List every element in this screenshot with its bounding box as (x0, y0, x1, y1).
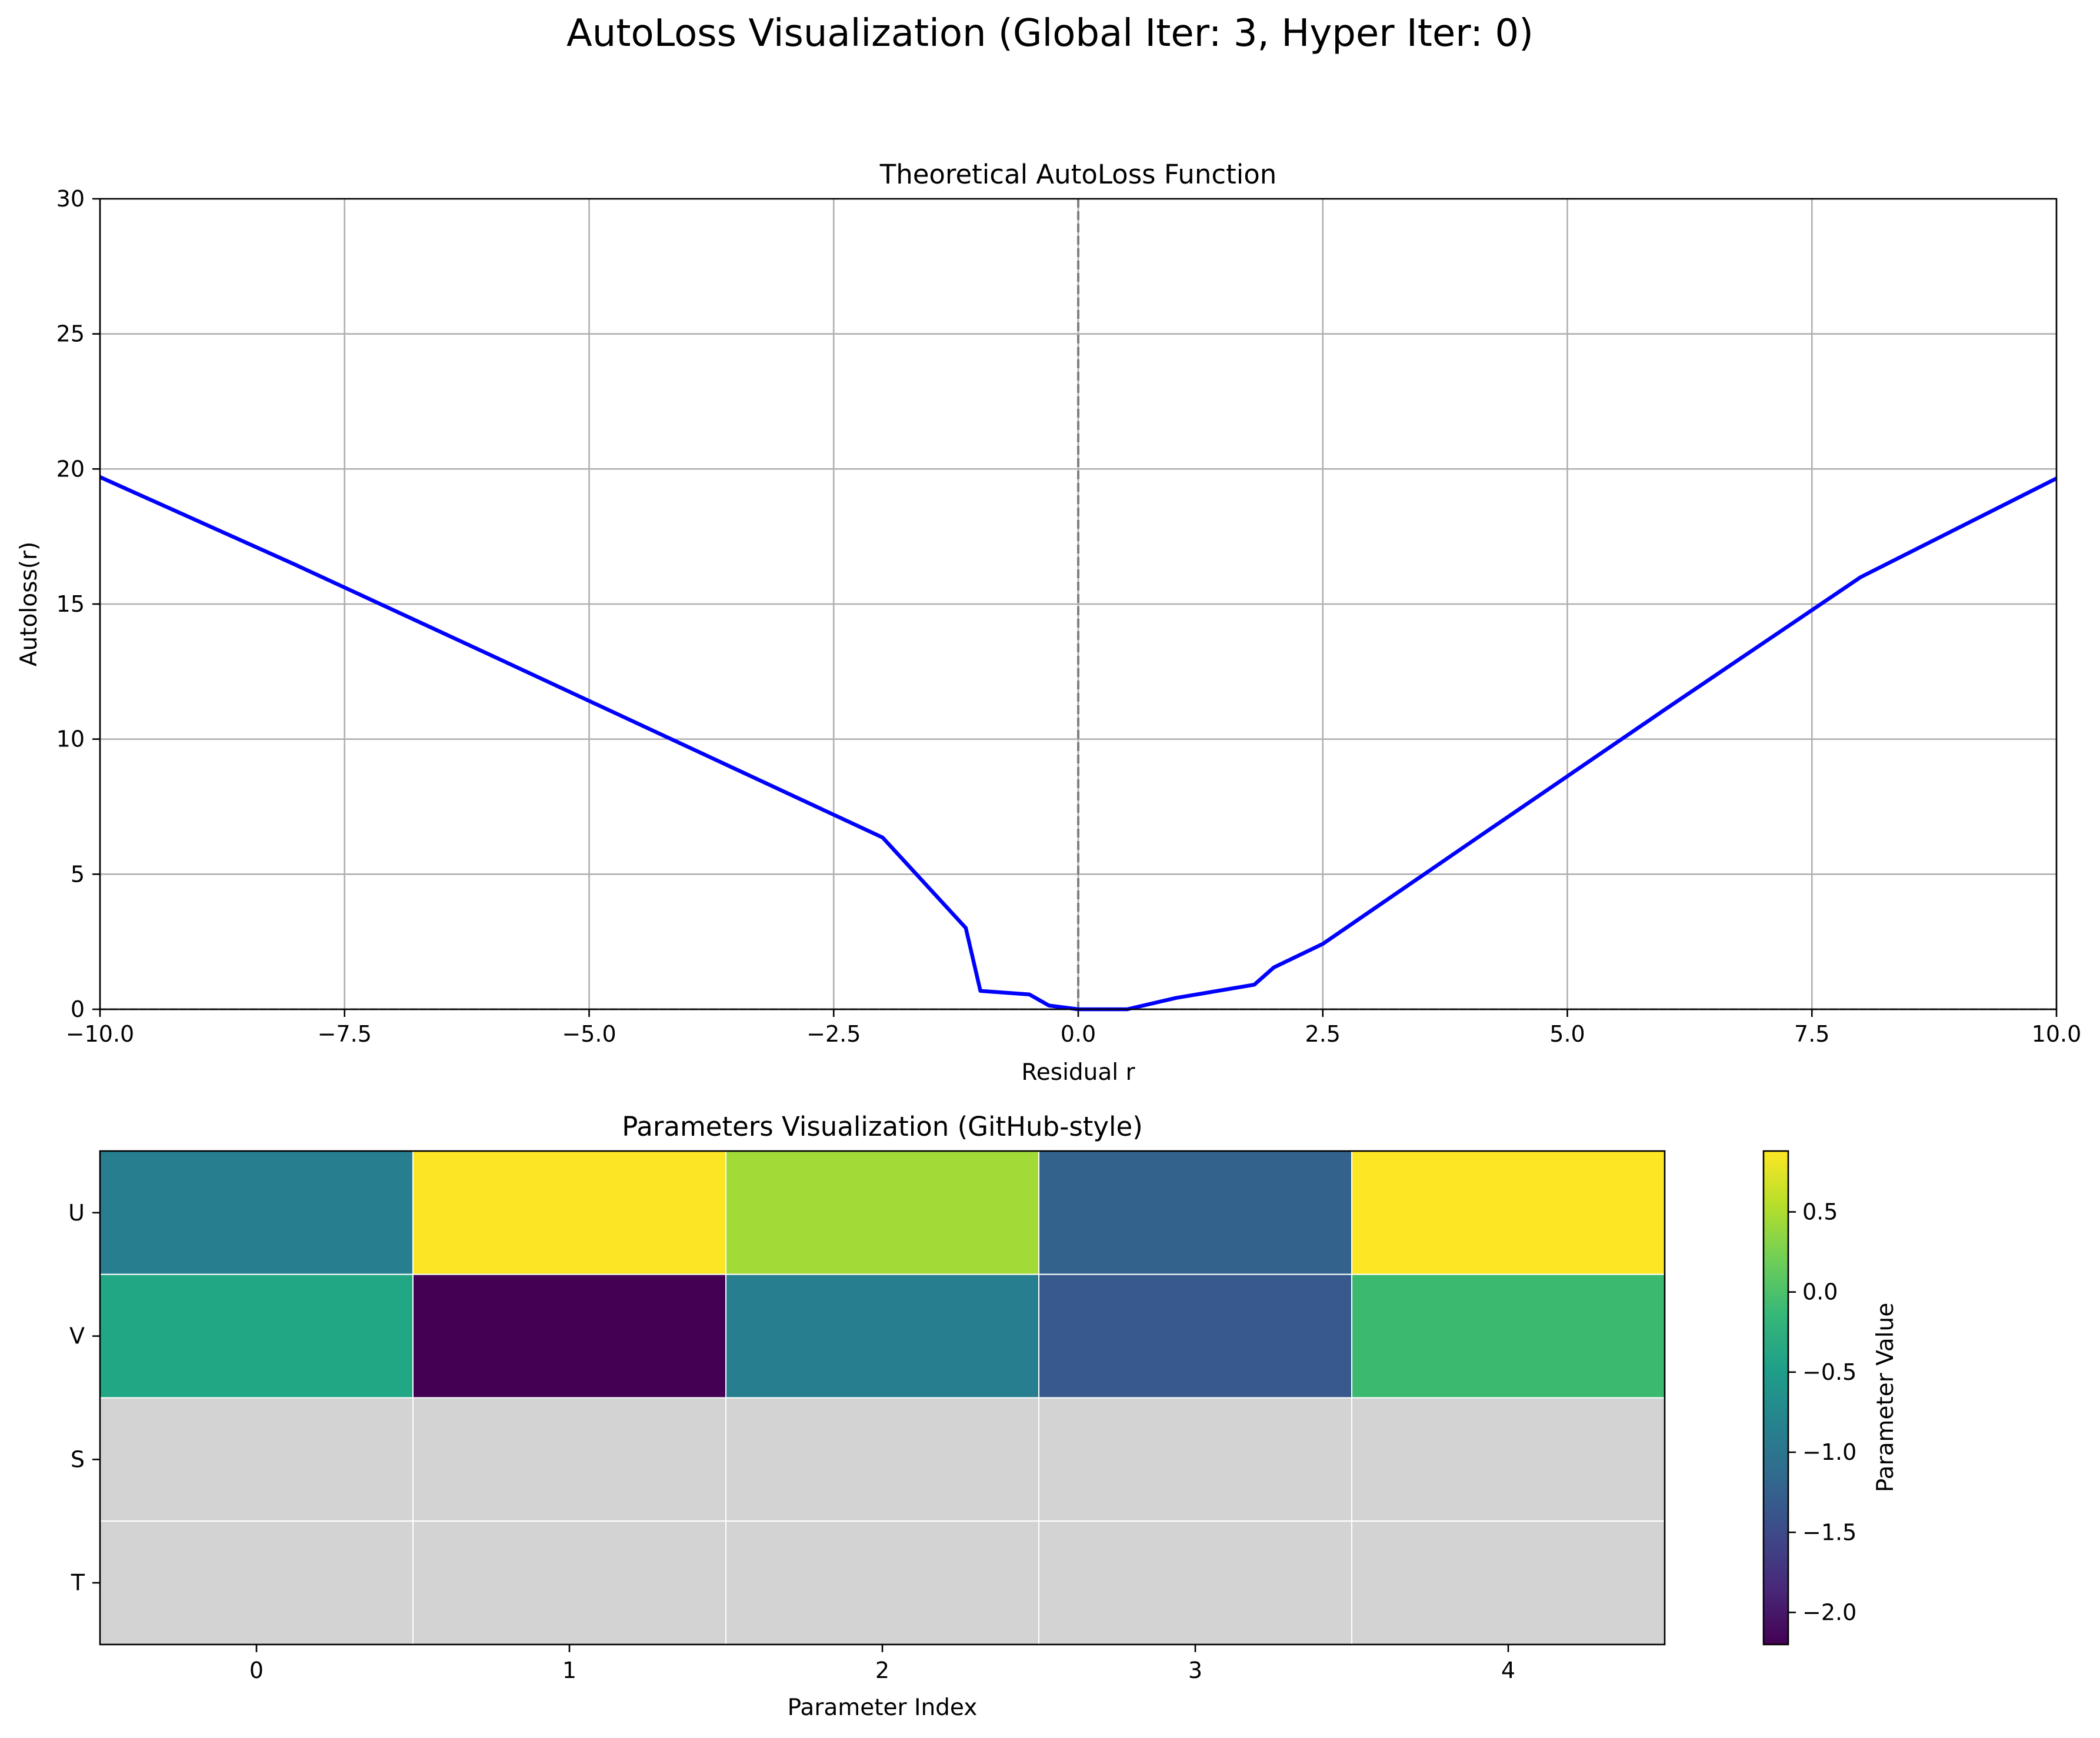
line-chart-x-tick-label: −10.0 (66, 1021, 134, 1047)
line-chart-x-tick-label: 5.0 (1549, 1021, 1585, 1047)
line-chart-x-tick-label: 2.5 (1305, 1021, 1341, 1047)
autoloss-line-chart: Theoretical AutoLoss Function −10.0 −7.5−… (16, 159, 2081, 1086)
line-chart-y-label: Autoloss(r) (16, 542, 42, 666)
heatmap-title: Parameters Visualization (GitHub-style) (622, 1111, 1143, 1142)
heatmap-x-label: Parameter Index (788, 1694, 978, 1721)
heatmap-y-tick-label: S (71, 1446, 85, 1472)
heatmap-cell-T-0 (99, 1520, 414, 1645)
line-chart-x-tick-label: 10.0 (2032, 1021, 2082, 1047)
line-chart-x-label: Residual r (1021, 1059, 1135, 1086)
heatmap-x-tick-label: 4 (1501, 1657, 1515, 1683)
heatmap-cell-V-4 (1351, 1273, 1665, 1399)
colorbar-tick-label: −1.5 (1802, 1519, 1856, 1545)
heatmap-x-ticks: 0 1 2 3 4 (249, 1644, 1515, 1683)
heatmap-cell-T-1 (412, 1520, 726, 1645)
line-chart-y-tick-label: 30 (56, 186, 85, 212)
line-chart-y-tick-label: 25 (56, 321, 85, 347)
heatmap-x-tick-label: 3 (1188, 1657, 1202, 1683)
line-chart-x-tick-label: −2.5 (806, 1021, 861, 1047)
heatmap-colorbar: −2.0 −1.5 −1.0 −0.5 0.0 0.5 Parameter Value (1762, 1150, 1899, 1646)
line-chart-x-tick-label: 0.0 (1061, 1021, 1096, 1047)
heatmap-cell-U-4 (1351, 1150, 1665, 1275)
heatmap-cells (99, 1150, 1665, 1645)
colorbar-frame (1762, 1150, 1789, 1646)
heatmap-x-tick-label: 1 (562, 1657, 576, 1683)
heatmap-y-tick-label: V (69, 1323, 85, 1349)
heatmap-cell-U-0 (99, 1150, 414, 1275)
line-chart-y-tick-label: 15 (56, 591, 85, 617)
heatmap-y-tick-label: T (71, 1570, 85, 1596)
line-chart-x-ticks: −10.0 −7.5 −5.0 −2.5 0.0 2.5 5.0 7.5 10.0 (66, 1009, 2082, 1047)
heatmap-cell-U-1 (412, 1150, 726, 1275)
heatmap-cell-S-0 (99, 1397, 414, 1522)
line-chart-y-tick-label: 5 (71, 861, 85, 887)
colorbar-gradient (1764, 1151, 1788, 1644)
colorbar-tick-label: −0.5 (1802, 1359, 1856, 1385)
figure-suptitle: AutoLoss Visualization (Global Iter: 3, … (566, 12, 1534, 55)
heatmap-cell-S-3 (1038, 1397, 1352, 1522)
heatmap-cell-T-3 (1038, 1520, 1352, 1645)
parameters-heatmap: Parameters Visualization (GitHub-style) … (68, 1111, 1666, 1721)
heatmap-cell-S-1 (412, 1397, 726, 1522)
heatmap-cell-S-4 (1351, 1397, 1665, 1522)
heatmap-cell-T-4 (1351, 1520, 1665, 1645)
heatmap-cell-S-2 (725, 1397, 1039, 1522)
colorbar-ticks: −2.0 −1.5 −1.0 −0.5 0.0 0.5 (1788, 1199, 1856, 1626)
colorbar-tick-label: −1.0 (1802, 1439, 1856, 1465)
heatmap-cell-V-3 (1038, 1273, 1352, 1399)
heatmap-cell-T-2 (725, 1520, 1039, 1645)
line-chart-y-ticks: 0 5 10 15 20 25 30 (56, 186, 100, 1022)
line-chart-y-tick-label: 10 (56, 726, 85, 752)
heatmap-y-ticks: U V S T (68, 1200, 100, 1596)
heatmap-x-tick-label: 2 (875, 1657, 889, 1683)
heatmap-x-tick-label: 0 (249, 1657, 264, 1683)
line-chart-y-tick-label: 0 (71, 996, 85, 1022)
line-chart-x-tick-label: −7.5 (318, 1021, 372, 1047)
colorbar-tick-label: −2.0 (1802, 1600, 1856, 1626)
line-chart-title: Theoretical AutoLoss Function (879, 159, 1277, 190)
heatmap-cell-V-2 (725, 1273, 1039, 1399)
colorbar-label: Parameter Value (1872, 1303, 1899, 1492)
heatmap-cell-U-2 (725, 1150, 1039, 1275)
line-chart-x-tick-label: 7.5 (1794, 1021, 1829, 1047)
line-chart-x-tick-label: −5.0 (562, 1021, 616, 1047)
heatmap-cell-V-0 (99, 1273, 414, 1399)
heatmap-cell-U-3 (1038, 1150, 1352, 1275)
colorbar-tick-label: 0.5 (1802, 1199, 1838, 1225)
colorbar-tick-label: 0.0 (1802, 1279, 1838, 1305)
line-chart-y-tick-label: 20 (56, 456, 85, 482)
heatmap-cell-V-1 (412, 1273, 726, 1399)
heatmap-y-tick-label: U (68, 1200, 85, 1226)
